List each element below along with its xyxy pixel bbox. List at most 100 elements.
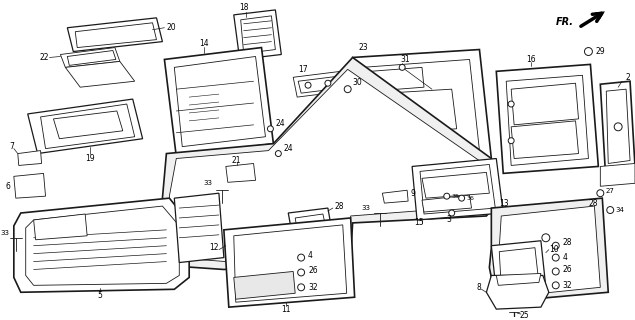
Polygon shape: [18, 151, 41, 165]
Text: 6: 6: [6, 182, 11, 191]
Text: 15: 15: [414, 219, 424, 228]
Circle shape: [298, 269, 305, 276]
Polygon shape: [241, 16, 276, 53]
Text: 12: 12: [210, 243, 219, 252]
Polygon shape: [60, 48, 120, 68]
Circle shape: [614, 123, 622, 131]
Circle shape: [508, 101, 514, 107]
Circle shape: [552, 242, 559, 249]
Text: 4: 4: [308, 251, 313, 260]
Polygon shape: [382, 190, 408, 203]
Text: 24: 24: [276, 119, 285, 128]
Polygon shape: [41, 104, 135, 148]
Text: 28: 28: [589, 199, 598, 208]
Circle shape: [542, 234, 550, 242]
Polygon shape: [25, 206, 179, 285]
Text: 18: 18: [239, 4, 248, 12]
Text: 33: 33: [203, 180, 212, 186]
Polygon shape: [486, 276, 549, 309]
Polygon shape: [234, 225, 347, 302]
Polygon shape: [422, 172, 490, 198]
Polygon shape: [499, 248, 539, 287]
Polygon shape: [497, 274, 541, 285]
Polygon shape: [511, 83, 578, 125]
Text: 32: 32: [308, 283, 318, 292]
Polygon shape: [65, 61, 135, 87]
Polygon shape: [288, 208, 333, 240]
Text: 16: 16: [526, 55, 536, 64]
Text: 2: 2: [625, 73, 630, 82]
Text: 33: 33: [361, 205, 370, 211]
Text: 22: 22: [40, 53, 50, 62]
Polygon shape: [234, 10, 281, 60]
Polygon shape: [76, 23, 156, 48]
Circle shape: [267, 126, 274, 132]
Text: 5: 5: [98, 291, 102, 300]
Polygon shape: [175, 56, 265, 147]
Text: 28: 28: [335, 202, 344, 211]
Text: 7: 7: [9, 142, 14, 151]
Text: 29: 29: [596, 47, 605, 56]
Text: 26: 26: [563, 265, 572, 274]
Polygon shape: [506, 75, 589, 165]
Text: 28: 28: [563, 238, 572, 247]
Polygon shape: [422, 195, 472, 212]
Polygon shape: [53, 111, 123, 139]
Polygon shape: [14, 198, 189, 292]
Polygon shape: [164, 48, 274, 156]
Polygon shape: [295, 214, 327, 236]
Polygon shape: [600, 164, 635, 186]
Text: 3: 3: [447, 215, 451, 224]
Polygon shape: [548, 209, 578, 229]
Text: 33: 33: [1, 230, 10, 236]
Circle shape: [449, 210, 455, 216]
Circle shape: [344, 86, 351, 92]
Circle shape: [508, 138, 514, 144]
Text: 21: 21: [232, 156, 241, 165]
Text: 20: 20: [166, 23, 176, 32]
Polygon shape: [606, 89, 630, 164]
Text: 35: 35: [451, 194, 460, 199]
Polygon shape: [352, 50, 491, 166]
Polygon shape: [67, 18, 163, 52]
Circle shape: [552, 282, 559, 289]
Text: 9: 9: [410, 189, 415, 198]
Circle shape: [305, 82, 311, 88]
Text: 32: 32: [563, 281, 572, 290]
Text: 13: 13: [499, 199, 509, 208]
Polygon shape: [412, 158, 503, 220]
Text: 14: 14: [199, 39, 209, 48]
Polygon shape: [293, 71, 345, 97]
Circle shape: [325, 80, 331, 86]
Polygon shape: [363, 60, 479, 158]
Text: 34: 34: [615, 207, 624, 213]
Polygon shape: [370, 68, 424, 91]
Text: FR.: FR.: [556, 17, 573, 27]
Polygon shape: [226, 164, 255, 182]
Circle shape: [552, 254, 559, 261]
Polygon shape: [14, 173, 46, 198]
Circle shape: [444, 193, 450, 199]
Text: 27: 27: [605, 188, 614, 194]
Circle shape: [298, 254, 305, 261]
Text: 36: 36: [467, 196, 474, 201]
Text: 4: 4: [563, 253, 568, 262]
Polygon shape: [175, 193, 224, 262]
Polygon shape: [495, 206, 600, 297]
Text: 24: 24: [283, 144, 293, 153]
Polygon shape: [420, 164, 495, 214]
Text: 19: 19: [85, 154, 95, 163]
Polygon shape: [28, 99, 143, 154]
Polygon shape: [600, 81, 635, 171]
Circle shape: [458, 195, 465, 201]
Polygon shape: [234, 271, 295, 299]
Polygon shape: [370, 89, 457, 134]
Circle shape: [276, 151, 281, 156]
Circle shape: [552, 268, 559, 275]
Text: 17: 17: [298, 65, 308, 74]
Circle shape: [584, 48, 592, 55]
Circle shape: [607, 207, 613, 213]
Polygon shape: [491, 241, 546, 292]
Text: 26: 26: [308, 266, 318, 275]
Polygon shape: [34, 214, 87, 240]
